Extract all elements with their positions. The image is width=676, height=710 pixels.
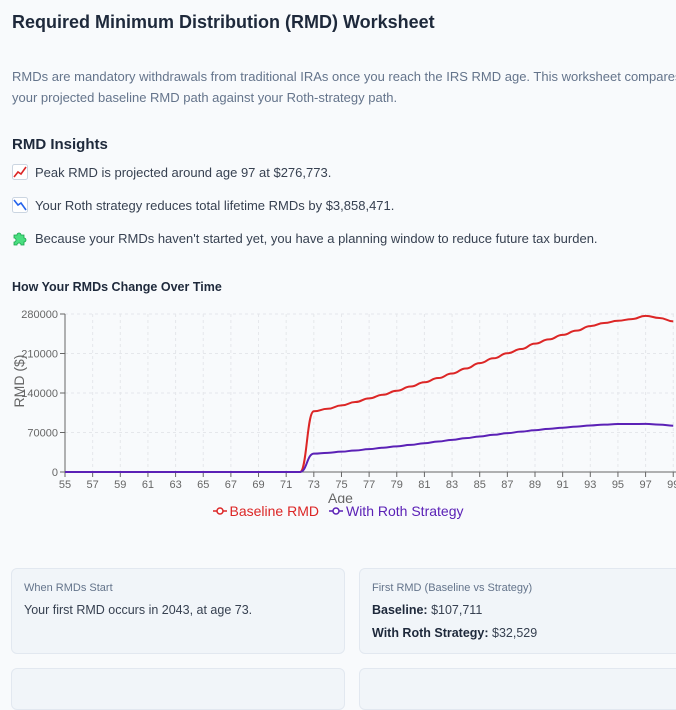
x-tick-label: 81 xyxy=(418,479,430,491)
x-tick-label: 89 xyxy=(529,479,541,491)
y-tick-label: 140000 xyxy=(21,388,58,400)
insight-window: Because your RMDs haven't started yet, y… xyxy=(12,230,598,246)
x-tick-label: 97 xyxy=(639,479,651,491)
x-tick-label: 99 xyxy=(667,479,676,491)
x-tick-label: 95 xyxy=(612,479,624,491)
strategy-line: With Roth Strategy: $32,529 xyxy=(372,626,537,640)
legend-label: With Roth Strategy xyxy=(345,503,464,519)
x-tick-label: 77 xyxy=(363,479,375,491)
y-tick-label: 70000 xyxy=(27,428,58,440)
legend-item[interactable]: With Roth Strategy xyxy=(328,503,464,519)
insight-text: Peak RMD is projected around age 97 at $… xyxy=(35,164,332,180)
baseline-value: $107,711 xyxy=(431,603,483,617)
series-line-1 xyxy=(65,422,674,473)
strategy-value: $32,529 xyxy=(492,626,538,640)
legend-marker xyxy=(212,507,227,515)
card-label: When RMDs Start xyxy=(24,582,113,594)
insight-text: Your Roth strategy reduces total lifetim… xyxy=(35,197,395,213)
x-tick-label: 79 xyxy=(391,479,403,491)
legend-marker xyxy=(328,507,343,515)
card-rmd-start: When RMDs Start Your first RMD occurs in… xyxy=(11,568,345,654)
baseline-line: Baseline: $107,711 xyxy=(372,603,482,617)
rmd-line-chart: 0 70000 140000 210000 280000 55 57 59 61 63 65 67 69… xyxy=(11,309,676,503)
chart-title: How Your RMDs Change Over Time xyxy=(12,280,222,294)
x-tick-label: 61 xyxy=(142,479,154,491)
intro-text: RMDs are mandatory withdrawals from trad… xyxy=(12,69,676,105)
baseline-label: Baseline: xyxy=(372,603,428,617)
insights-title: RMD Insights xyxy=(12,136,108,153)
legend-item[interactable]: Baseline RMD xyxy=(212,503,319,519)
x-tick-label: 85 xyxy=(474,479,486,491)
x-tick-label: 67 xyxy=(225,479,237,491)
x-tick-label: 65 xyxy=(197,479,209,491)
x-tick-label: 59 xyxy=(114,479,126,491)
x-tick-label: 55 xyxy=(59,479,71,491)
strategy-label: With Roth Strategy: xyxy=(372,626,489,640)
insight-reduction: Your Roth strategy reduces total lifetim… xyxy=(12,197,394,213)
x-tick-label: 83 xyxy=(446,479,458,491)
y-tick-label: 0 xyxy=(52,467,58,479)
card-placeholder xyxy=(359,668,676,710)
chart-legend: Baseline RMD With Roth Strategy xyxy=(0,503,676,519)
y-tick-label: 210000 xyxy=(21,349,58,361)
chart-up-icon xyxy=(12,164,28,180)
legend-label: Baseline RMD xyxy=(229,503,319,519)
y-tick-label: 280000 xyxy=(21,309,58,321)
x-tick-label: 57 xyxy=(87,479,99,491)
x-tick-label: 75 xyxy=(335,479,347,491)
x-axis-label: Age xyxy=(328,490,353,503)
x-tick-label: 91 xyxy=(557,479,569,491)
puzzle-icon xyxy=(12,230,28,246)
chart-down-icon xyxy=(12,197,28,213)
card-text: Your first RMD occurs in 2043, at age 73… xyxy=(24,603,253,617)
insight-peak: Peak RMD is projected around age 97 at $… xyxy=(12,164,331,180)
y-axis-label: RMD ($) xyxy=(11,355,27,408)
card-placeholder xyxy=(11,668,345,710)
x-tick-label: 69 xyxy=(252,479,264,491)
x-tick-label: 71 xyxy=(280,479,292,491)
x-tick-label: 93 xyxy=(584,479,596,491)
insight-text: Because your RMDs haven't started yet, y… xyxy=(35,230,598,246)
x-tick-label: 73 xyxy=(308,479,320,491)
x-tick-label: 63 xyxy=(169,479,181,491)
card-label: First RMD (Baseline vs Strategy) xyxy=(372,582,533,594)
card-first-rmd: First RMD (Baseline vs Strategy) Baselin… xyxy=(359,568,676,654)
x-tick-label: 87 xyxy=(501,479,513,491)
page-title: Required Minimum Distribution (RMD) Work… xyxy=(12,12,435,32)
